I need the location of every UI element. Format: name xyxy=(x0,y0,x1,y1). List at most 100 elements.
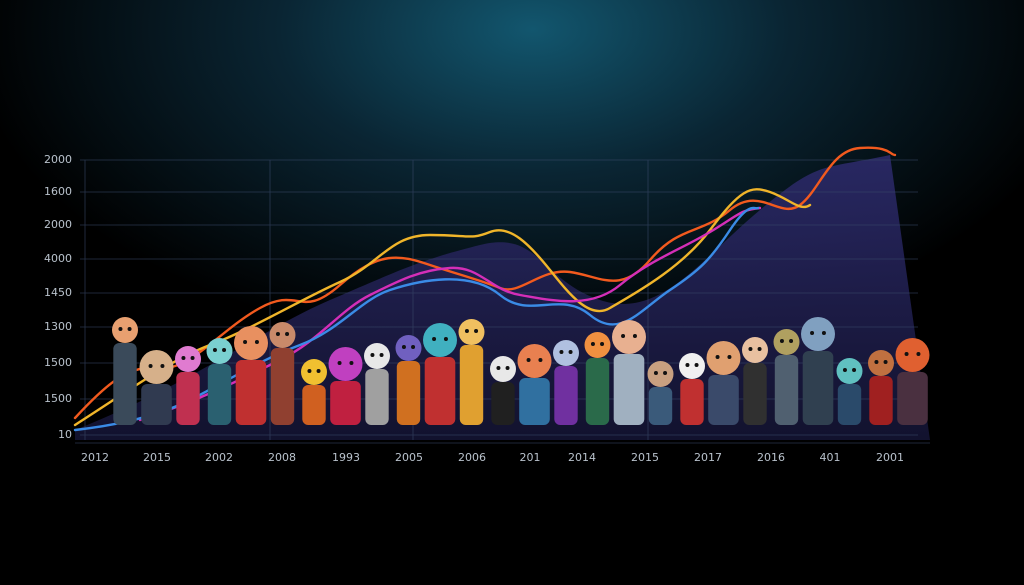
figure-eye xyxy=(285,332,290,336)
x-axis-label: 2001 xyxy=(876,451,904,464)
figure-eye xyxy=(222,348,227,352)
figure-eye xyxy=(568,350,573,354)
y-axis-label: 10 xyxy=(58,428,72,441)
figure-eye xyxy=(748,347,753,351)
figure-head xyxy=(364,343,390,369)
figure-body xyxy=(897,372,928,425)
figure-head xyxy=(458,319,485,345)
figure-head xyxy=(234,326,268,360)
figure-eye xyxy=(590,342,595,346)
figure-eye xyxy=(757,347,762,351)
figure-body xyxy=(176,372,200,425)
figure-eye xyxy=(443,337,448,341)
x-axis-label: 2006 xyxy=(458,451,486,464)
figure-eye xyxy=(852,368,857,372)
figure-body xyxy=(802,351,834,425)
figure-body xyxy=(491,382,515,425)
figure-eye xyxy=(148,364,153,368)
figure-eye xyxy=(538,358,543,362)
figure-body xyxy=(519,378,550,425)
figure-eye xyxy=(337,361,342,365)
figure-head xyxy=(895,338,930,372)
figure-eye xyxy=(401,345,406,349)
x-axis-label: 2016 xyxy=(757,451,785,464)
figures xyxy=(112,317,930,425)
figure-body xyxy=(869,376,893,425)
y-axis-label: 2000 xyxy=(44,153,72,166)
line-orange xyxy=(73,146,897,420)
figure-eye xyxy=(212,348,217,352)
figure-head xyxy=(517,344,552,378)
x-axis-label: 2012 xyxy=(81,451,109,464)
figure-head xyxy=(801,317,835,351)
figure-body xyxy=(585,358,610,425)
figure-body xyxy=(837,384,862,425)
figure-body xyxy=(330,381,361,425)
figure-eye xyxy=(118,327,123,331)
figure-body xyxy=(774,355,799,425)
figure-head xyxy=(836,358,863,384)
figure-eye xyxy=(316,369,321,373)
figure-head xyxy=(773,329,800,355)
figure-body xyxy=(235,360,267,425)
figure-eye xyxy=(685,363,690,367)
figure-eye xyxy=(190,356,195,360)
figure-body xyxy=(207,364,232,425)
figure-body xyxy=(424,357,456,425)
x-axis-label: 201 xyxy=(520,451,541,464)
figure-body xyxy=(613,354,645,425)
figure-eye xyxy=(727,355,732,359)
x-axis-label: 2015 xyxy=(631,451,659,464)
figure-head xyxy=(395,335,422,361)
figure-eye xyxy=(370,353,375,357)
y-axis-label: 1500 xyxy=(44,356,72,369)
figure-eye xyxy=(275,332,280,336)
figure-eye xyxy=(694,363,699,367)
figure-body xyxy=(113,343,137,425)
figure-eye xyxy=(181,356,186,360)
x-axis-label: 1993 xyxy=(332,451,360,464)
figure-eye xyxy=(810,331,815,335)
x-axis-label: 2017 xyxy=(694,451,722,464)
figure-head xyxy=(742,337,768,363)
figure-eye xyxy=(715,355,720,359)
figure-eye xyxy=(559,350,564,354)
figure-body xyxy=(365,369,389,425)
figure-head xyxy=(301,359,327,385)
figure-eye xyxy=(432,337,437,341)
figure-eye xyxy=(526,358,531,362)
figure-eye xyxy=(874,360,879,364)
x-axis-label: 2014 xyxy=(568,451,596,464)
figure-head xyxy=(679,353,705,379)
figure-eye xyxy=(349,361,354,365)
x-axis-label: 2002 xyxy=(205,451,233,464)
figure-eye xyxy=(779,339,784,343)
figure-eye xyxy=(160,364,165,368)
figure-eye xyxy=(464,329,469,333)
figure-eye xyxy=(621,334,626,338)
x-axis-label: 2008 xyxy=(268,451,296,464)
x-axis-label: 401 xyxy=(820,451,841,464)
figure-head xyxy=(269,322,296,348)
figure-head xyxy=(490,356,516,382)
figure-head xyxy=(584,332,611,358)
figure-body xyxy=(648,387,673,425)
figure-head xyxy=(139,350,174,384)
figure-body xyxy=(459,345,484,425)
figure-body xyxy=(396,361,421,425)
figure-body xyxy=(680,379,704,425)
figure-body xyxy=(302,385,326,425)
figure-eye xyxy=(600,342,605,346)
figure-head xyxy=(423,323,457,357)
figure-eye xyxy=(916,352,921,356)
y-axis-label: 1450 xyxy=(44,286,72,299)
y-axis-label: 1600 xyxy=(44,185,72,198)
figure-eye xyxy=(653,371,658,375)
figure-head xyxy=(112,317,138,343)
y-axis-label: 1500 xyxy=(44,392,72,405)
figure-head xyxy=(175,346,201,372)
figure-body xyxy=(708,375,739,425)
figure-head xyxy=(706,341,741,375)
